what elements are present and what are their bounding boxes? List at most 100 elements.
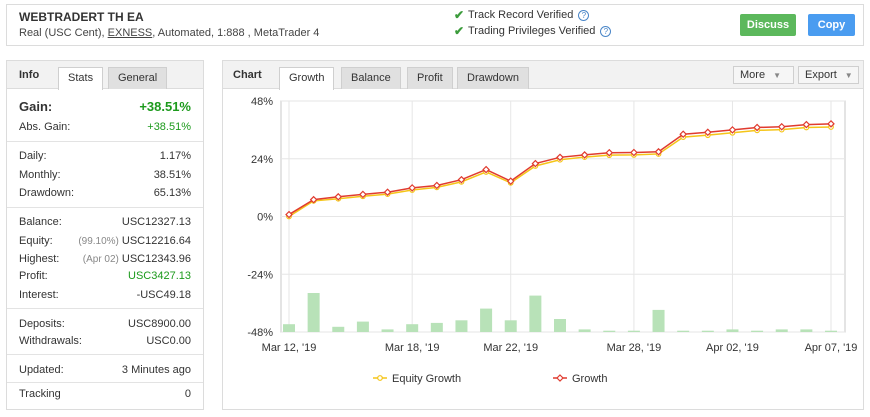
legend-marker-icon [556,374,564,382]
equity-row: Equity: (99.10%) USC12216.64 [19,233,191,249]
checkmark-icon: ✔ [454,24,465,38]
interest-label: Interest: [19,289,59,301]
equity-growth-line [288,126,832,218]
monthly-label: Monthly: [19,169,61,181]
copy-button[interactable]: Copy [808,14,855,36]
growth-point [728,126,737,134]
trading-privileges-verified: ✔ Trading Privileges Verified ? [454,24,612,38]
highest-value: USC12343.96 [121,253,191,265]
growth-point [580,151,589,159]
export-dropdown[interactable]: Export ▼ [798,66,859,84]
growth-point [703,128,712,137]
updated-label: Updated: [19,364,64,376]
growth-line [288,123,832,216]
deposits-row: Deposits: USC8900.00 [19,316,191,332]
tab-balance[interactable]: Balance [341,67,401,89]
tab-stats[interactable]: Stats [58,67,104,90]
info-heading: Info [19,69,40,81]
trading-privileges-label: Trading Privileges Verified [468,25,596,37]
daily-value: 1.17% [159,150,191,162]
drawdown-label: Drawdown: [19,187,75,199]
x-tick-label: Apr 07, '19 [805,342,858,354]
volume-bar [356,321,369,332]
volume-bar [751,330,764,332]
growth-point [556,153,564,162]
x-tick-label: Apr 02, '19 [706,342,759,354]
volume-bar [406,324,419,332]
volume-bar [283,324,295,332]
gain-value: +38.51% [139,98,191,114]
volume-bar [603,330,616,332]
chart-lines [285,120,835,220]
interest-value: -USC49.18 [136,289,191,301]
help-icon[interactable]: ? [600,25,612,37]
highest-date: (Apr 02) [82,254,119,265]
divider [7,354,203,355]
y-tick-label: 24% [251,154,273,166]
volume-bar [504,320,517,332]
chart-panel: Chart Growth Balance Profit Drawdown Mor… [222,60,864,410]
growth-point [679,130,688,139]
volume-bars [283,293,837,332]
volume-bar [381,329,394,332]
growth-point [506,177,515,185]
volume-bar [627,330,640,332]
tab-general[interactable]: General [108,67,168,89]
drawdown-row: Drawdown: 65.13% [19,185,191,201]
volume-bar [677,330,690,332]
tracking-label: Tracking [19,388,61,400]
divider [7,141,203,142]
tracking-value: 0 [184,388,191,400]
withdrawals-label: Withdrawals: [19,335,82,347]
more-dropdown[interactable]: More ▼ [733,66,794,84]
balance-row: Balance: USC12327.13 [19,214,191,230]
account-title: WEBTRADERT TH EA [19,10,144,24]
profit-value: USC3427.13 [128,270,191,282]
tab-drawdown[interactable]: Drawdown [457,67,529,89]
growth-point [630,148,638,157]
chart-grid [280,100,846,333]
divider [7,207,203,208]
legend-marker-icon [377,375,383,381]
info-panel: Info Stats General Gain: +38.51% Abs. Ga… [6,60,204,410]
balance-label: Balance: [19,216,62,228]
gain-row: Gain: +38.51% [19,98,191,114]
growth-point [457,175,466,184]
monthly-value: 38.51% [153,169,191,181]
deposits-label: Deposits: [19,318,65,330]
volume-bar [480,308,493,332]
y-tick-label: 0% [257,212,273,224]
growth-point [482,165,490,174]
caret-down-icon: ▼ [773,71,781,80]
tab-growth[interactable]: Growth [279,67,335,90]
track-record-label: Track Record Verified [468,9,574,21]
help-icon[interactable]: ? [578,9,590,21]
discuss-button[interactable]: Discuss [740,14,796,36]
caret-down-icon: ▼ [844,71,853,80]
y-tick-label: 48% [251,96,273,108]
y-tick-label: -24% [247,269,273,281]
abs-gain-row: Abs. Gain: +38.51% [19,119,191,135]
chart-tab-bar: Chart Growth Balance Profit Drawdown Mor… [223,61,863,90]
tracking-row: Tracking 0 [19,386,191,402]
volume-bar [701,330,714,332]
divider [7,382,203,383]
profit-label: Profit: [19,270,48,282]
broker-link[interactable]: EXNESS [107,27,153,39]
x-axis-ticks: Mar 12, '19 Mar 18, '19 Mar 22, '19 Mar 28,… [262,342,858,354]
monthly-row: Monthly: 38.51% [19,167,191,183]
withdrawals-value: USC0.00 [146,335,191,347]
tab-profit[interactable]: Profit [407,67,453,89]
divider [7,308,203,309]
growth-point [654,147,663,156]
account-details: , Automated, 1:888 , MetaTrader 4 [152,27,320,39]
updated-row: Updated: 3 Minutes ago [19,362,191,378]
withdrawals-row: Withdrawals: USC0.00 [19,333,191,349]
drawdown-value: 65.13% [153,187,191,199]
info-tab-bar: Info Stats General [7,61,203,90]
growth-chart: 48%24%0%-24%-48% Mar 12, '19 Mar 18, '19 M… [247,96,858,385]
volume-bar [307,293,320,332]
daily-row: Daily: 1.17% [19,148,191,164]
growth-point [605,148,614,157]
volume-bar [578,329,591,332]
